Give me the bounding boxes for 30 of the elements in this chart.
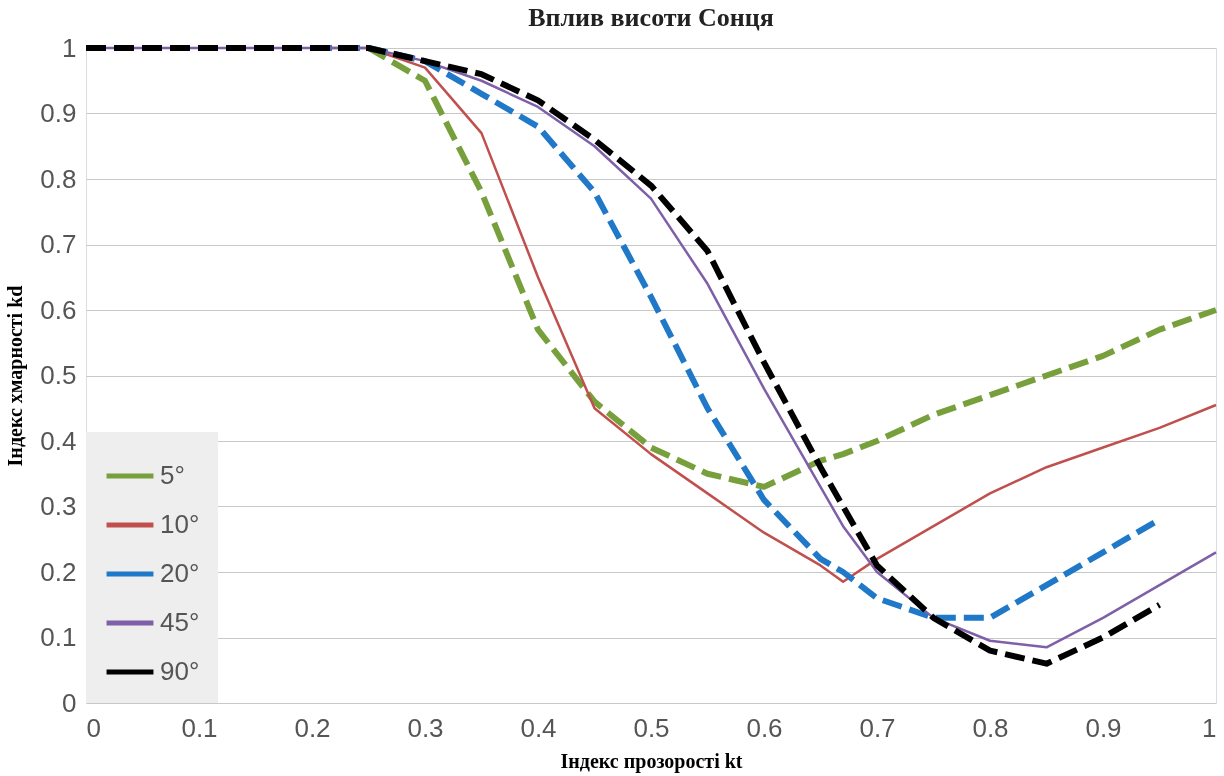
y-tick-label: 0.1 (40, 622, 77, 652)
y-tick-label: 0.3 (40, 491, 77, 521)
x-tick-label: 0.6 (746, 712, 783, 743)
y-tick-label: 0.7 (40, 229, 77, 259)
x-tick-label: 0.7 (859, 712, 896, 743)
legend-label: 45° (160, 607, 200, 637)
x-tick-label: 0.1 (181, 712, 218, 743)
y-tick-label: 0.5 (40, 360, 77, 390)
x-tick-label: 0.2 (294, 712, 331, 743)
x-tick-label: 0 (86, 712, 101, 743)
y-axis-title: Індекс хмарності kd (4, 285, 28, 467)
chart-title: Вплив висоти Сонця (528, 3, 774, 32)
y-tick-label: 0.4 (40, 425, 77, 456)
y-tick-label: 0.8 (40, 163, 77, 194)
y-tick-label: 1 (62, 32, 77, 63)
legend-label: 10° (160, 509, 200, 539)
y-tick-label: 0.9 (40, 98, 77, 128)
legend-label: 20° (160, 558, 200, 588)
legend-label: 5° (160, 460, 185, 490)
x-tick-label: 1 (1202, 712, 1217, 743)
y-tick-label: 0 (62, 687, 77, 718)
y-tick-label: 0.6 (40, 294, 77, 325)
x-tick-label: 0.8 (972, 712, 1009, 743)
x-tick-label: 0.9 (1085, 712, 1122, 743)
x-tick-label: 0.4 (520, 712, 557, 743)
x-tick-label: 0.3 (407, 712, 444, 743)
legend-label: 90° (160, 656, 200, 686)
x-tick-label: 0.5 (633, 712, 670, 743)
y-tick-label: 0.2 (40, 556, 77, 587)
x-axis-title: Індекс прозорості kt (560, 749, 743, 773)
